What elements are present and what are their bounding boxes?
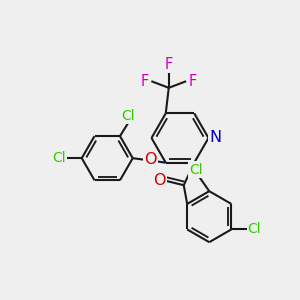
Text: F: F [189, 74, 197, 89]
Text: Cl: Cl [52, 151, 65, 165]
Text: N: N [209, 130, 221, 146]
Text: Cl: Cl [122, 109, 135, 123]
Text: O: O [153, 173, 165, 188]
Text: F: F [141, 74, 149, 89]
Text: O: O [145, 152, 157, 167]
Text: F: F [165, 57, 173, 72]
Text: Cl: Cl [248, 222, 261, 236]
Text: Cl: Cl [189, 163, 202, 177]
